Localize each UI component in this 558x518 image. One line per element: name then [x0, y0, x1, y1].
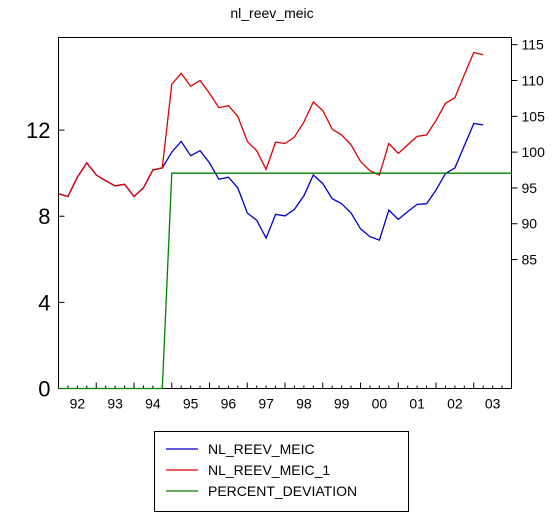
x-axis-tick-label: 01: [409, 396, 425, 412]
left-axis-tick-label: 4: [38, 290, 50, 315]
right-axis-tick-label: 85: [522, 252, 538, 268]
x-axis-tick-label: 03: [485, 396, 501, 412]
series-line-nl-reev-meic: [58, 122, 484, 242]
right-axis-tick-label: 105: [522, 108, 546, 124]
axes: 0 4 8 12 85 90 95 100 105 110 115 92 93 94 95 96 97 98 99 0…: [26, 37, 545, 412]
x-axis-tick-label: 00: [372, 396, 388, 412]
legend-label: PERCENT_DEVIATION: [208, 483, 357, 499]
legend-box: [154, 431, 409, 512]
x-axis-tick-label: 99: [334, 396, 350, 412]
right-axis-tick-label: 90: [522, 216, 538, 232]
x-axis-tick-label: 02: [447, 396, 463, 412]
legend-label: NL_REEV_MEIC: [208, 441, 315, 457]
right-axis-tick-label: 110: [522, 72, 545, 88]
x-axis-tick-label: 93: [107, 396, 123, 412]
left-axis-tick-label: 0: [38, 377, 50, 402]
x-axis-tick-label: 95: [183, 396, 199, 412]
left-axis-tick-label: 8: [38, 204, 50, 229]
series-line-percent-deviation: [58, 172, 512, 390]
plot-frame: [58, 37, 512, 389]
legend-label: NL_REEV_MEIC_1: [208, 462, 330, 478]
x-axis-tick-label: 96: [221, 396, 237, 412]
chart-title: nl_reev_meic: [230, 5, 313, 21]
x-axis-tick-label: 98: [296, 396, 312, 412]
right-axis-tick-label: 115: [522, 37, 545, 53]
x-axis-tick-label: 94: [145, 396, 161, 412]
left-axis-tick-label: 12: [26, 118, 50, 143]
legend: NL_REEV_MEIC NL_REEV_MEIC_1 PERCENT_DEVIAT…: [154, 431, 409, 512]
series-lines: [58, 51, 512, 390]
series-line-nl-reev-meic-1: [58, 51, 484, 198]
x-axis-tick-label: 92: [70, 396, 86, 412]
right-axis-tick-label: 100: [522, 144, 546, 160]
right-axis-tick-label: 95: [522, 180, 538, 196]
x-axis-tick-label: 97: [258, 396, 274, 412]
